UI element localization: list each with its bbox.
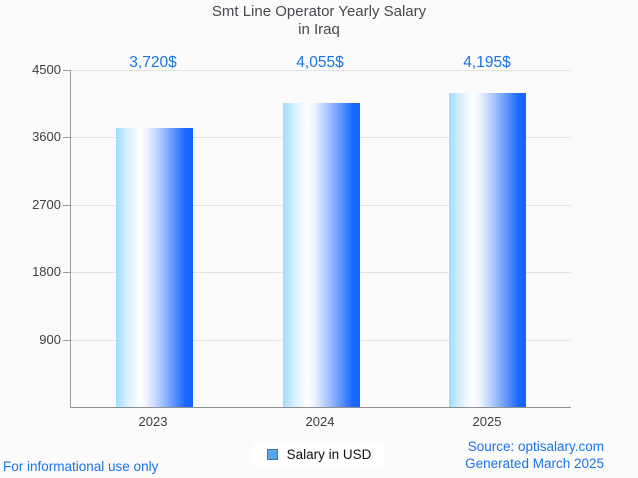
- value-label-2025: 4,195$: [463, 54, 511, 71]
- chart-title: Smt Line Operator Yearly Salary in Iraq: [0, 3, 638, 39]
- chart-title-line2: in Iraq: [298, 21, 340, 38]
- legend-label: Salary in USD: [286, 447, 372, 462]
- y-axis-tick: [63, 70, 70, 71]
- value-label-2023: 3,720$: [129, 54, 177, 71]
- y-axis-tick: [63, 272, 70, 273]
- y-axis-tick: [63, 137, 70, 138]
- gridline-4500: [71, 70, 571, 71]
- y-axis-tick: [63, 340, 70, 341]
- y-axis-tick: [63, 205, 70, 206]
- y-axis-label-2700: 2700: [32, 197, 61, 212]
- x-axis-label-2025: 2025: [472, 414, 502, 429]
- source-block: Source: optisalary.com Generated March 2…: [465, 439, 604, 472]
- y-axis-label-1800: 1800: [32, 264, 61, 279]
- x-axis-label-2023: 2023: [138, 414, 168, 429]
- bar-2025[interactable]: [449, 93, 526, 407]
- legend-box: Salary in USD: [252, 444, 386, 466]
- value-label-2024: 4,055$: [296, 54, 344, 71]
- y-axis-label-900: 900: [39, 332, 61, 347]
- bar-2023[interactable]: [116, 128, 193, 407]
- y-axis-label-4500: 4500: [32, 62, 61, 77]
- legend: Salary in USD: [0, 444, 638, 466]
- bar-2024[interactable]: [283, 103, 360, 407]
- source-text: Source: optisalary.com: [467, 439, 604, 454]
- chart-title-line1: Smt Line Operator Yearly Salary: [211, 3, 427, 20]
- disclaimer-text: For informational use only: [3, 459, 159, 474]
- x-axis-label-2024: 2024: [305, 414, 335, 429]
- y-axis-label-3600: 3600: [32, 129, 61, 144]
- legend-marker-icon: [266, 449, 278, 460]
- generated-text: Generated March 2025: [465, 455, 604, 471]
- plot-area: [70, 70, 571, 408]
